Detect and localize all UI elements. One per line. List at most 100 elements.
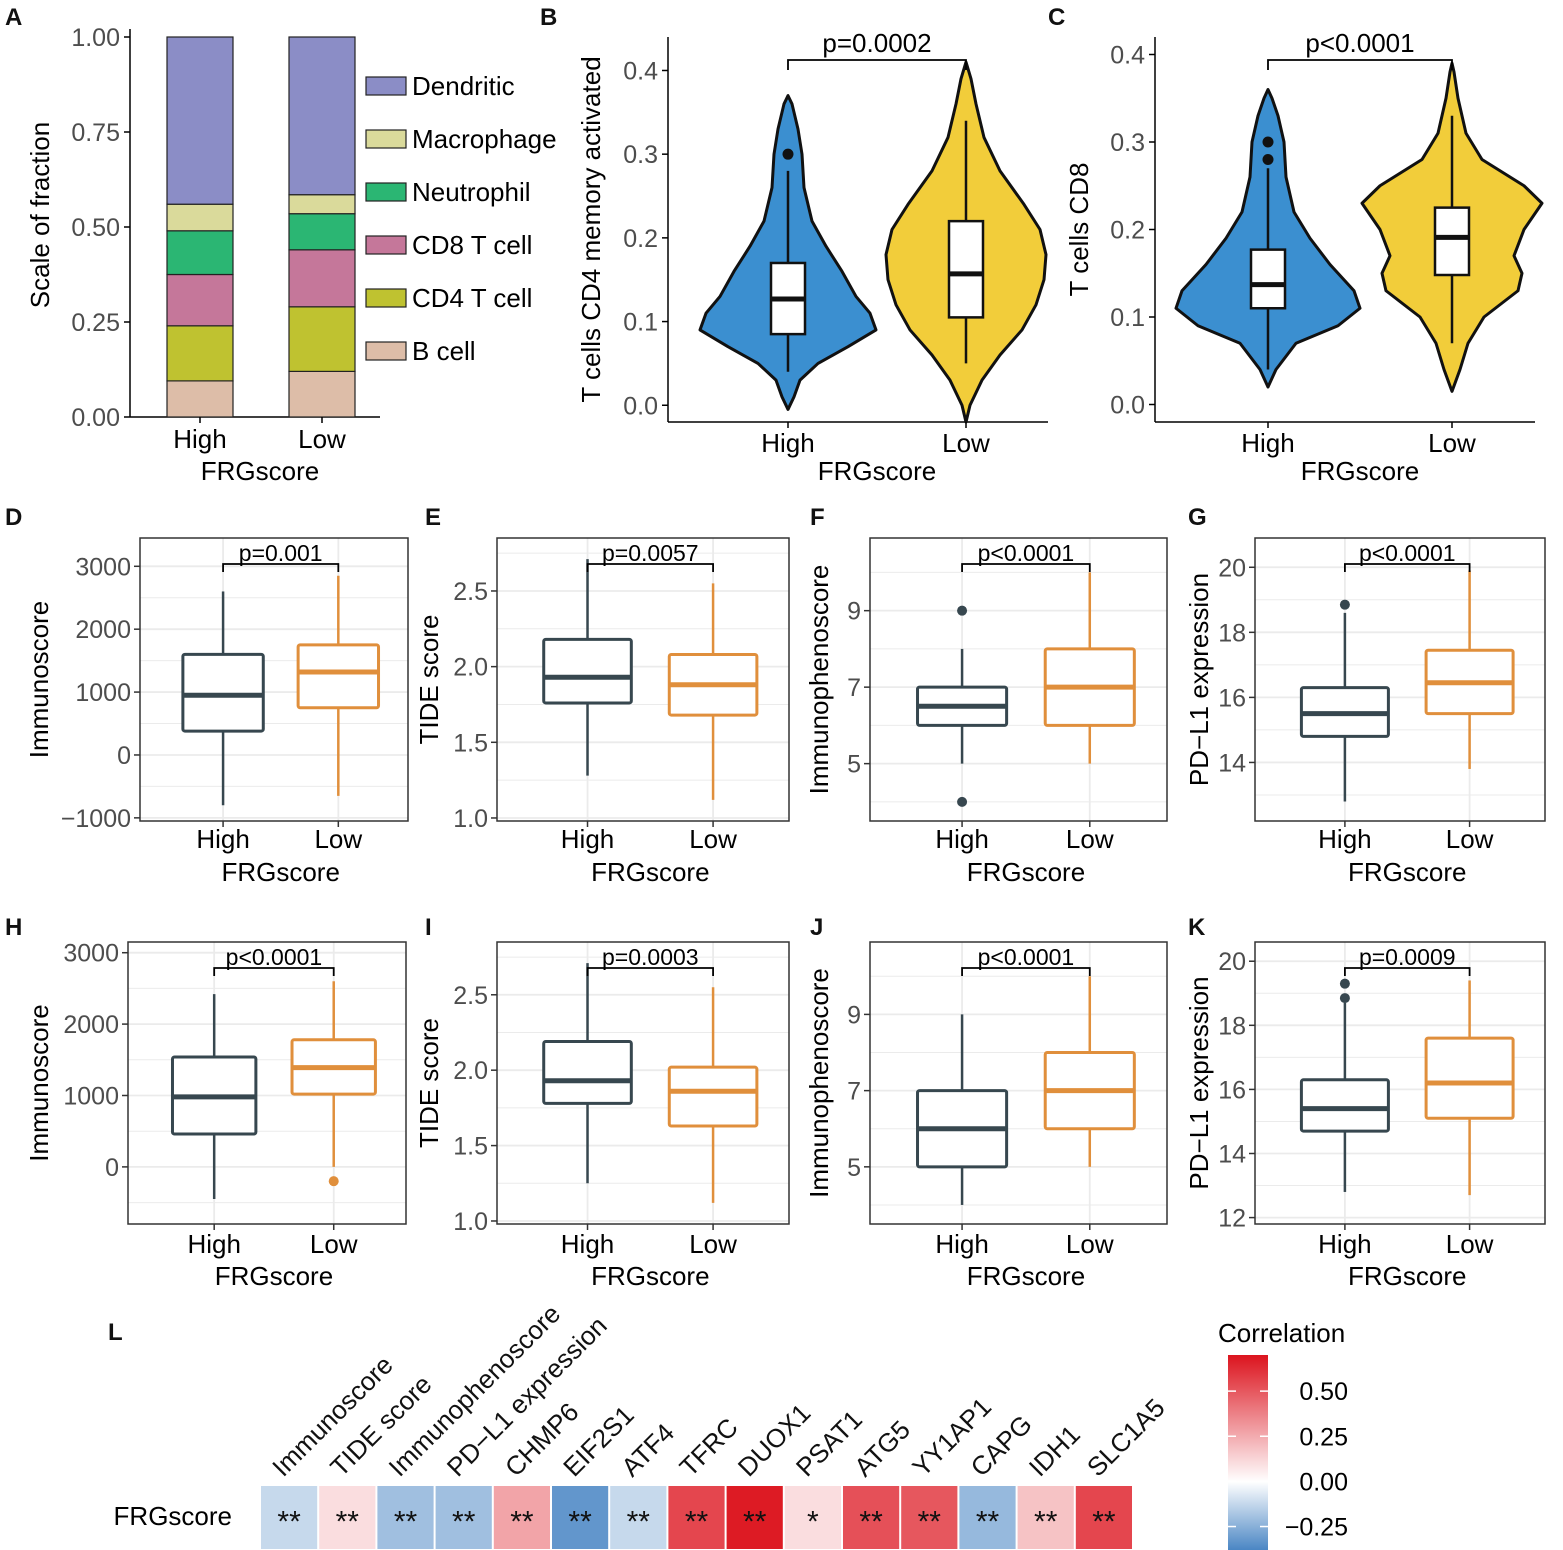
y-axis-title: PD−L1 expression bbox=[1184, 573, 1214, 786]
legend-label: Macrophage bbox=[412, 124, 557, 154]
y-tick-label: 2.5 bbox=[453, 982, 488, 1010]
y-tick-label: 0.25 bbox=[71, 309, 120, 337]
legend-tick-label: 0.00 bbox=[1299, 1468, 1348, 1496]
y-tick-label: −1000 bbox=[61, 805, 131, 833]
legend-title: Correlation bbox=[1218, 1318, 1345, 1348]
heatmap-cell bbox=[668, 1486, 725, 1549]
significance-label: ** bbox=[394, 1506, 418, 1539]
y-tick-label: 1.5 bbox=[453, 1133, 488, 1161]
panel-label-B: B bbox=[540, 4, 557, 31]
box bbox=[1299, 1078, 1390, 1133]
y-tick-label: 2.0 bbox=[453, 654, 488, 682]
panel-label-D: D bbox=[5, 504, 22, 531]
x-tick-label: High bbox=[935, 824, 988, 854]
x-axis-title: FRGscore bbox=[591, 857, 709, 887]
legend-tick-label: 0.25 bbox=[1299, 1423, 1348, 1451]
pvalue-bracket bbox=[961, 563, 1091, 572]
legend-swatch bbox=[365, 182, 407, 202]
outlier-point bbox=[1339, 993, 1350, 1004]
x-axis-title: FRGscore bbox=[591, 1261, 709, 1291]
panel-border bbox=[496, 537, 790, 822]
y-tick-label: 0.3 bbox=[1110, 129, 1145, 157]
significance-label: ** bbox=[452, 1506, 476, 1539]
box bbox=[542, 1040, 633, 1105]
box bbox=[667, 1065, 759, 1128]
x-tick-label: High bbox=[1318, 1229, 1371, 1259]
panel-border bbox=[869, 941, 1168, 1225]
pvalue-bracket bbox=[961, 967, 1091, 976]
heatmap-cell bbox=[377, 1486, 434, 1549]
heatmap-cell bbox=[959, 1486, 1016, 1549]
y-tick-label: 18 bbox=[1218, 619, 1246, 647]
heatmap-cell bbox=[901, 1486, 958, 1549]
y-tick-label: 20 bbox=[1218, 948, 1246, 976]
box bbox=[542, 637, 633, 705]
legend-colorbar bbox=[1228, 1355, 1268, 1550]
panel-B-chart: 0.0 0.1 0.2 0.3 0.4 High Low p=0.0002 FRGscore T … bbox=[576, 28, 1048, 486]
column-label: SLC1A5 bbox=[1081, 1393, 1171, 1483]
panel-border bbox=[139, 537, 409, 822]
pvalue-bracket bbox=[1344, 967, 1471, 976]
significance-label: ** bbox=[568, 1506, 592, 1539]
stacked-bar-segment bbox=[166, 273, 234, 327]
outlier-point bbox=[1339, 599, 1350, 610]
panel-J-chart: 5 7 9 High Low p<0.0001 FRGscore Immunophenosco… bbox=[804, 941, 1168, 1291]
x-axis-title: FRGscore bbox=[818, 456, 936, 486]
legend-tick-label: 0.50 bbox=[1299, 1378, 1348, 1406]
pvalue-bracket bbox=[213, 967, 335, 976]
x-tick-label: Low bbox=[1066, 1229, 1114, 1259]
y-tick-label: 7 bbox=[847, 674, 861, 702]
significance-label: ** bbox=[918, 1506, 942, 1539]
panel-border bbox=[496, 941, 790, 1225]
legend-label: B cell bbox=[412, 336, 476, 366]
y-tick-label: 0.0 bbox=[623, 392, 658, 420]
x-axis-title: FRGscore bbox=[967, 1261, 1085, 1291]
y-tick-label: 2000 bbox=[63, 1011, 119, 1039]
stacked-bar-segment bbox=[288, 213, 356, 251]
panel-C-chart: 0.0 0.1 0.2 0.3 0.4 High Low p<0.0001 FRGscore T … bbox=[1064, 28, 1544, 486]
y-tick-label: 9 bbox=[847, 1001, 861, 1029]
x-axis-title: FRGscore bbox=[1348, 1261, 1466, 1291]
pvalue-bracket bbox=[586, 967, 714, 976]
x-axis-title: FRGscore bbox=[201, 456, 319, 486]
y-tick-label: 9 bbox=[847, 598, 861, 626]
y-tick-label: 20 bbox=[1218, 554, 1246, 582]
x-tick-label: Low bbox=[689, 1229, 737, 1259]
heatmap-cell bbox=[843, 1486, 900, 1549]
legend-swatch bbox=[365, 341, 407, 361]
outlier-point bbox=[1262, 154, 1274, 165]
box bbox=[181, 652, 265, 733]
y-tick-label: 3000 bbox=[63, 940, 119, 968]
x-axis-title: FRGscore bbox=[967, 857, 1085, 887]
pvalue-label: p<0.0001 bbox=[226, 944, 323, 970]
stacked-bar-segment bbox=[288, 36, 356, 196]
y-tick-label: 2.0 bbox=[453, 1057, 488, 1085]
significance-label: ** bbox=[1034, 1506, 1058, 1539]
y-tick-label: 5 bbox=[847, 1154, 861, 1182]
significance-label: ** bbox=[627, 1506, 651, 1539]
y-tick-label: 12 bbox=[1218, 1205, 1246, 1233]
pvalue-label: p=0.0057 bbox=[602, 540, 699, 566]
panel-label-F: F bbox=[810, 504, 825, 531]
panel-border bbox=[1254, 537, 1546, 822]
box bbox=[296, 643, 381, 710]
y-tick-label: 0.1 bbox=[623, 309, 658, 337]
significance-label: ** bbox=[510, 1506, 534, 1539]
stacked-bar-segment bbox=[166, 36, 234, 205]
significance-label: ** bbox=[1092, 1506, 1116, 1539]
outlier-point bbox=[782, 148, 794, 160]
x-tick-label: High bbox=[1318, 824, 1371, 854]
panel-label-A: A bbox=[5, 4, 22, 31]
pvalue-bracket bbox=[586, 563, 714, 572]
panel-border bbox=[127, 941, 407, 1225]
y-tick-label: 16 bbox=[1218, 1076, 1246, 1104]
stacked-bar-segment bbox=[166, 325, 234, 382]
x-tick-label: Low bbox=[310, 1229, 358, 1259]
y-axis-title: Immunophenoscore bbox=[804, 565, 834, 795]
x-tick-label: Low bbox=[689, 824, 737, 854]
y-tick-label: 14 bbox=[1218, 749, 1246, 777]
y-tick-label: 0.00 bbox=[71, 404, 120, 432]
y-tick-label: 1.0 bbox=[453, 1208, 488, 1236]
